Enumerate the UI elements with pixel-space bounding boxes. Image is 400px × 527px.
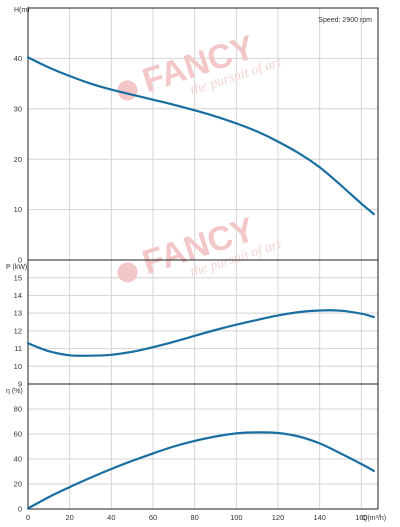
- x-axis-label: Q(m³/h): [362, 515, 386, 522]
- y-tick-label: 10: [14, 362, 22, 371]
- y-tick-label: 0: [18, 256, 22, 265]
- y-tick-label: 15: [14, 273, 22, 282]
- plot-frame: [27, 383, 379, 510]
- y-axis-label: P (kW): [6, 264, 27, 271]
- y-tick-label: 20: [14, 155, 22, 164]
- marks-layer: 0 10 20 30 40 H(m) Speed: 2900 rpm 9 10 11 12 13 14 1…: [6, 7, 386, 522]
- watermark-middle: FANCY the pursuit of art: [117, 210, 284, 283]
- x-tick-label: 160: [355, 513, 368, 522]
- y-tick-label: 60: [14, 430, 22, 439]
- y-tick-label: 9: [18, 380, 22, 389]
- x-tick-label: 60: [149, 513, 157, 522]
- speed-annotation: Speed: 2900 rpm: [318, 17, 372, 24]
- series-line: [26, 431, 375, 510]
- x-tick-label: 140: [313, 513, 326, 522]
- y-axis-label: η (%): [6, 388, 23, 395]
- y-tick-label: 12: [14, 326, 22, 335]
- x-tick-label: 100: [230, 513, 243, 522]
- y-tick-label: 13: [14, 309, 22, 318]
- y-tick-label: 14: [14, 291, 22, 300]
- x-tick-label: 0: [26, 513, 30, 522]
- y-tick-label: 10: [14, 205, 22, 214]
- y-tick-label: 80: [14, 405, 22, 414]
- series-line: [26, 309, 375, 357]
- x-tick-label: 20: [65, 513, 73, 522]
- y-tick-label: 40: [14, 54, 22, 63]
- x-tick-label: 120: [272, 513, 285, 522]
- y-axis-label: H(m): [14, 7, 30, 14]
- plot-frame: [27, 259, 379, 385]
- y-tick-label: 40: [14, 455, 22, 464]
- y-tick-label: 30: [14, 104, 22, 113]
- watermark-logo-icon: [117, 262, 138, 283]
- y-tick-label: 0: [18, 505, 22, 514]
- grid-layer: [28, 8, 378, 509]
- series-line: [26, 56, 375, 216]
- y-tick-label: 20: [14, 480, 22, 489]
- x-tick-label: 80: [190, 513, 198, 522]
- watermark-top: FANCY the pursuit of art: [117, 28, 284, 101]
- y-tick-label: 11: [14, 344, 22, 353]
- x-tick-label: 40: [107, 513, 115, 522]
